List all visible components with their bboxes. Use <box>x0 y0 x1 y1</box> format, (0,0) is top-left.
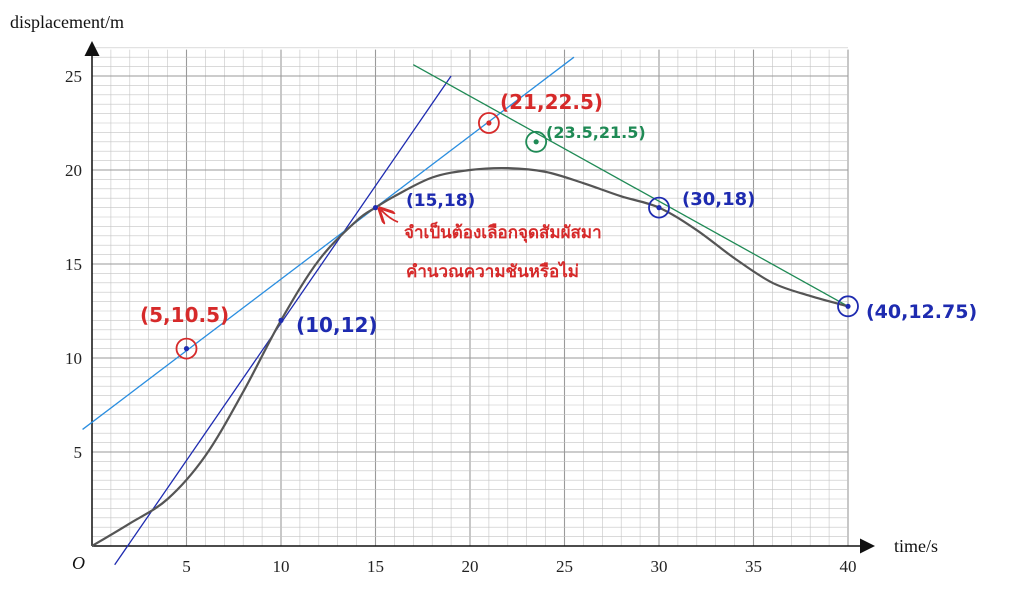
y-tick-label: 25 <box>65 67 82 86</box>
annotation-label: (40,12.75) <box>866 301 977 323</box>
x-tick-label: 25 <box>556 557 573 576</box>
x-tick-label: 40 <box>840 557 857 576</box>
annotation-label: (23.5,21.5) <box>546 123 646 142</box>
data-point <box>183 346 190 352</box>
tick-labels: 5 10 15 20 25 30 35 40 5 10 15 20 25 <box>65 67 857 576</box>
tangent-line <box>82 56 575 430</box>
x-tick-label: 5 <box>182 557 191 576</box>
axes: displacement/m time/s O <box>10 12 938 573</box>
origin-label: O <box>72 553 85 573</box>
point-ring <box>175 337 198 360</box>
point-ring <box>477 112 500 134</box>
data-point <box>486 120 492 126</box>
annotation-label: (15,18) <box>406 191 475 211</box>
annotations: (5,10.5) (10,12) (15,18) (21,22.5) (23.5,21.… <box>140 90 977 337</box>
grid <box>91 47 849 547</box>
annotation-label: คำนวณความชันหรือไม่ <box>406 261 579 282</box>
point-ring <box>837 295 859 318</box>
data-point <box>656 205 662 211</box>
tangent-line <box>412 64 849 307</box>
y-tick-label: 20 <box>65 161 82 180</box>
y-tick-label: 10 <box>65 349 82 368</box>
displacement-curve <box>91 166 849 547</box>
point-ring <box>525 130 548 153</box>
data-point <box>533 139 539 145</box>
annotation-label: (10,12) <box>296 313 378 337</box>
x-axis-title: time/s <box>894 536 938 556</box>
x-tick-label: 30 <box>651 557 668 576</box>
annotation-label: (30,18) <box>682 189 755 210</box>
x-tick-label: 10 <box>273 557 290 576</box>
annotation-label: จำเป็นต้องเลือกจุดสัมผัสมา <box>404 220 602 243</box>
point-ring <box>648 196 670 219</box>
annotation-label: (5,10.5) <box>140 303 229 327</box>
note-arrow <box>381 210 399 222</box>
data-point <box>278 317 284 323</box>
y-axis-title: displacement/m <box>10 12 124 32</box>
y-tick-label: 5 <box>74 443 83 462</box>
y-tick-label: 15 <box>65 255 82 274</box>
x-tick-label: 20 <box>462 557 479 576</box>
x-tick-label: 15 <box>367 557 384 576</box>
data-point <box>372 205 379 211</box>
data-point <box>845 303 851 309</box>
annotation-label: (21,22.5) <box>500 90 603 114</box>
x-tick-label: 35 <box>745 557 762 576</box>
curve <box>91 166 849 547</box>
marked-points <box>175 112 859 360</box>
